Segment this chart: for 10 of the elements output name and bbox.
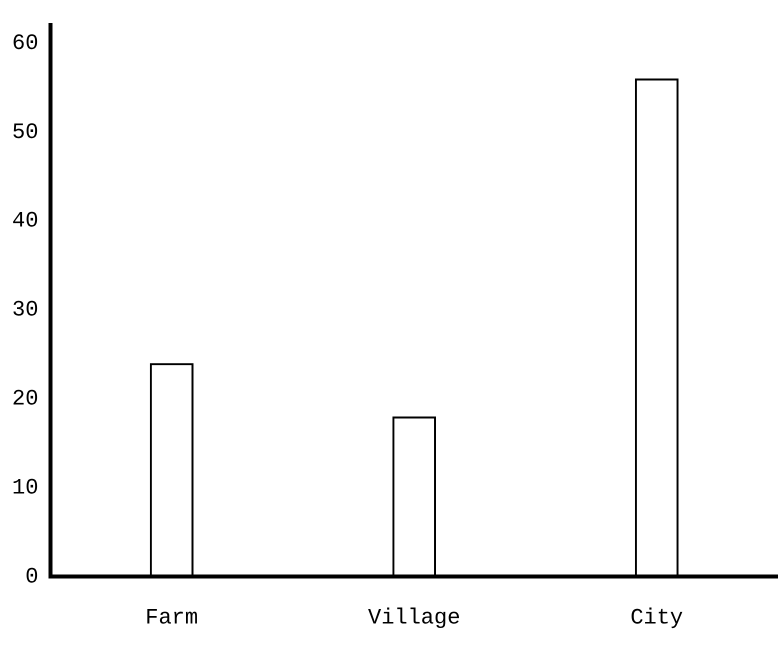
y-tick-label: 60 [12,30,38,56]
x-tick-label: Farm [145,606,198,631]
y-tick-label: 30 [12,298,38,323]
y-tick-label: 40 [12,208,38,234]
x-tick-label: Village [368,606,460,631]
y-tick-label: 20 [12,386,38,412]
x-tick-label: City [630,606,684,631]
y-tick-label: 50 [12,120,38,145]
y-tick-label: 10 [12,475,38,500]
y-tick-label: 0 [25,564,38,590]
